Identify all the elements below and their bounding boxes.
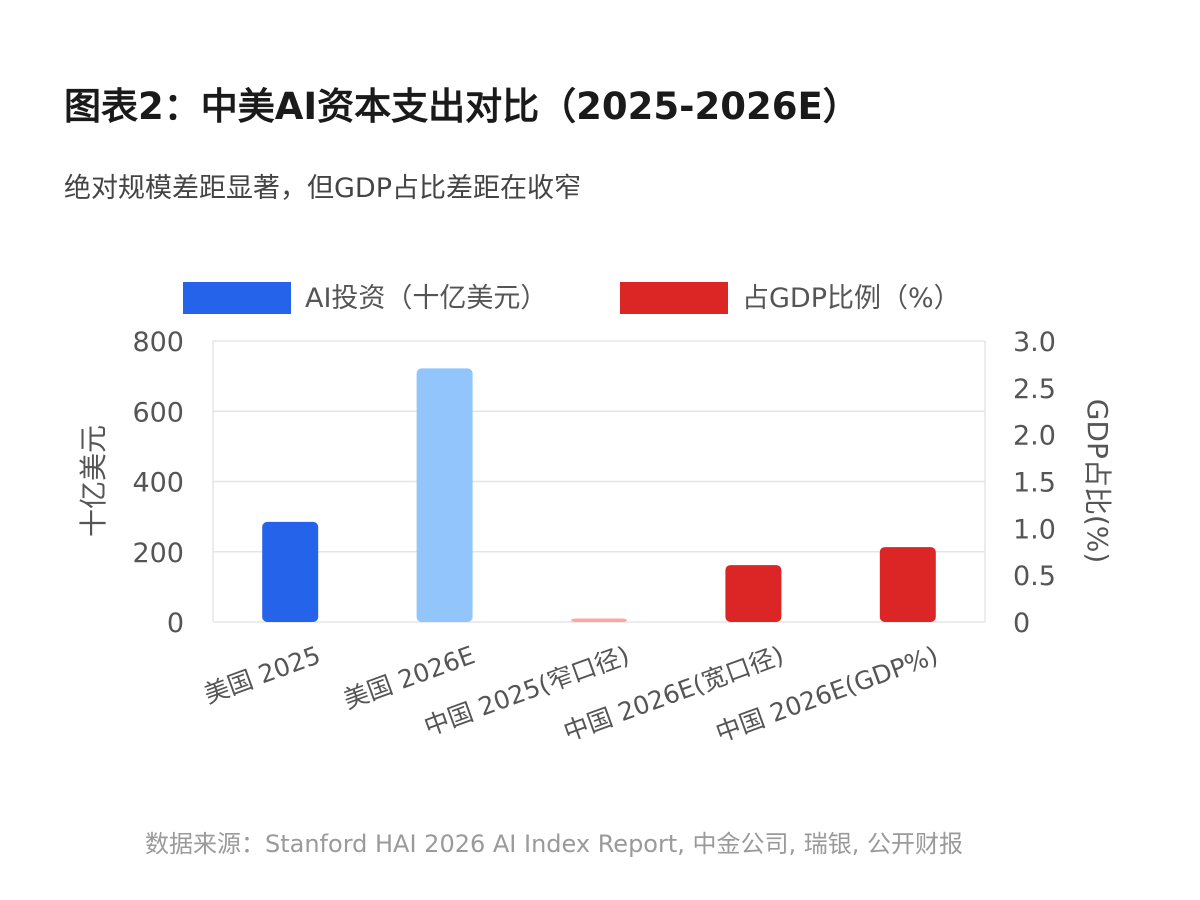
y2-axis-title: GDP占比(%): [1081, 399, 1114, 564]
legend: AI投资（十亿美元） 占GDP比例（%）: [183, 282, 961, 314]
chart-subtitle: 绝对规模差距显著，但GDP占比差距在收窄: [64, 173, 581, 204]
bar: [262, 521, 319, 622]
bar: [571, 618, 627, 622]
y-tick-label: 200: [132, 538, 184, 569]
y2-tick-label: 0: [1013, 608, 1030, 639]
grid-lines: [212, 340, 986, 623]
legend-label: 占GDP比例（%）: [742, 283, 961, 314]
bar: [416, 368, 473, 622]
chart-title: 图表2：中美AI资本支出对比（2025-2026E）: [64, 85, 860, 128]
bar: [879, 547, 936, 622]
y2-tick-label: 2.0: [1013, 421, 1056, 452]
legend-swatch: [620, 282, 728, 314]
y2-tick-label: 1.5: [1013, 468, 1056, 499]
y-axis-title: 十亿美元: [77, 425, 110, 537]
x-tick-label: 美国 2025: [200, 640, 324, 709]
legend-label: AI投资（十亿美元）: [305, 283, 547, 314]
y-tick-label: 600: [132, 397, 184, 428]
y-tick-label: 0: [167, 608, 184, 639]
bars: [262, 368, 936, 622]
data-source-note: 数据来源：Stanford HAI 2026 AI Index Report, …: [145, 830, 964, 858]
legend-swatch: [183, 282, 291, 314]
bar: [725, 565, 782, 622]
y-tick-label: 800: [132, 327, 184, 358]
y2-tick-label: 3.0: [1013, 327, 1056, 358]
y2-tick-label: 1.0: [1013, 514, 1056, 545]
y2-tick-label: 2.5: [1013, 374, 1056, 405]
y-tick-label: 400: [132, 468, 184, 499]
y2-tick-label: 0.5: [1013, 561, 1056, 592]
